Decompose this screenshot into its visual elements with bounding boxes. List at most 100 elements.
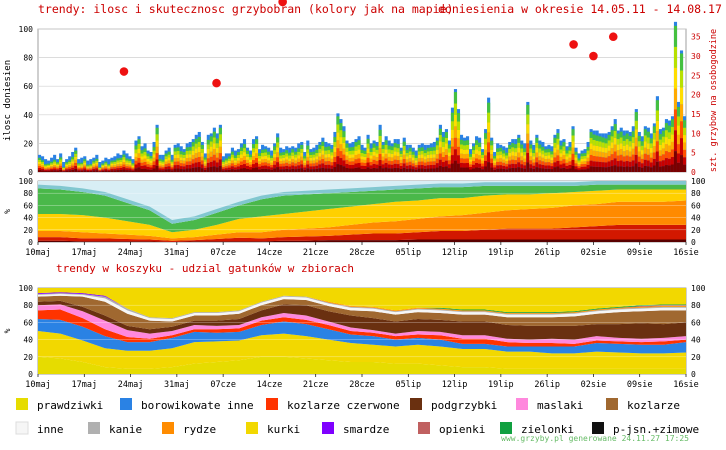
- bar-shade: [312, 169, 316, 173]
- bar-shade: [110, 162, 114, 164]
- bar-shade: [628, 135, 632, 142]
- bar-shade: [465, 144, 470, 150]
- bar-shade: [655, 141, 659, 152]
- species-layer: [38, 288, 686, 319]
- bar-shade: [318, 152, 322, 157]
- bar-shade: [209, 141, 213, 147]
- bar-shade: [643, 141, 647, 148]
- bar-shade: [640, 158, 644, 164]
- bar-shade: [366, 162, 370, 168]
- bar-shade: [303, 155, 307, 159]
- bar-shade: [152, 164, 156, 169]
- bar-shade: [571, 135, 575, 142]
- bar-shade: [381, 164, 385, 169]
- bar-shade: [559, 153, 563, 157]
- bar-shade: [574, 157, 578, 161]
- bar-shade: [468, 169, 473, 173]
- bar-shade: [637, 151, 641, 157]
- bar-shade: [233, 162, 238, 165]
- bar-shade: [155, 165, 159, 173]
- bar-shade: [589, 149, 593, 155]
- bar-shade: [71, 156, 75, 160]
- y2-tick-label: 30: [691, 52, 701, 61]
- bar-shade: [125, 168, 129, 171]
- bar-shade: [167, 157, 171, 161]
- legend-label: kanie: [109, 423, 142, 436]
- y-tick-label: 40: [23, 111, 33, 120]
- bar-shade: [77, 164, 81, 166]
- bar-shade: [270, 162, 274, 165]
- bar-shade: [351, 154, 355, 158]
- bar-shade: [502, 150, 506, 154]
- bar-shade: [333, 156, 337, 163]
- bar-shade: [496, 165, 500, 169]
- bar-shade: [381, 144, 385, 149]
- bar-shade: [676, 134, 681, 145]
- bar-shade: [465, 153, 470, 159]
- bar-shade: [128, 159, 132, 162]
- bar-shade: [71, 169, 75, 173]
- bar-shade: [490, 158, 494, 164]
- bar-shade: [607, 140, 611, 146]
- bar-shade: [366, 138, 370, 144]
- bar-shade: [604, 147, 608, 153]
- bar-shade: [438, 165, 442, 173]
- bar-shade: [155, 140, 159, 147]
- bar-shade: [143, 158, 147, 162]
- bar-shade: [330, 155, 334, 159]
- bar-shade: [535, 142, 539, 148]
- bar-shade: [107, 164, 111, 166]
- bar-shade: [164, 156, 168, 159]
- bar-shade: [435, 154, 439, 159]
- bar-shade: [514, 168, 518, 173]
- bar-shade: [95, 166, 99, 169]
- bar-shade: [429, 157, 433, 162]
- bar-shade: [402, 150, 406, 155]
- bar-shade: [544, 149, 548, 153]
- y-tick-label: 80: [23, 189, 33, 198]
- bar-shade: [453, 137, 458, 150]
- grade-layer: [38, 189, 686, 239]
- bar-shade: [405, 152, 409, 157]
- bar-shade: [556, 155, 560, 161]
- bar-shade: [369, 151, 373, 156]
- grade-layer: [38, 200, 686, 241]
- bar-shade: [472, 153, 476, 158]
- bar-shade: [215, 143, 219, 149]
- bar-shade: [405, 162, 409, 166]
- bar-shade: [300, 152, 304, 157]
- bar-shade: [390, 161, 394, 165]
- bar-shade: [453, 126, 458, 138]
- bar-shade: [432, 168, 436, 173]
- bar-shade: [95, 158, 99, 161]
- bar-shade: [475, 153, 479, 159]
- bar-shade: [571, 141, 575, 148]
- bar-shade: [553, 162, 557, 168]
- bar-shade: [390, 157, 394, 162]
- bar-shade: [664, 144, 669, 152]
- bar-shade: [541, 157, 545, 162]
- bar-shade: [149, 162, 153, 166]
- bar-shade: [182, 166, 186, 170]
- bar-shade: [423, 149, 427, 154]
- bar-shade: [484, 133, 488, 139]
- bar-shade: [68, 166, 72, 169]
- bar-shade: [562, 163, 566, 168]
- bar-shade: [598, 161, 602, 167]
- bar-shade: [661, 160, 666, 167]
- bar-shade: [179, 151, 183, 155]
- bar-shade: [646, 166, 650, 173]
- bar-shade: [444, 149, 448, 155]
- x-tick-label: 10maj: [25, 380, 51, 390]
- bar-shade: [625, 161, 629, 167]
- bar-shade: [673, 88, 678, 110]
- bar-shade: [92, 163, 96, 166]
- bar-shade: [375, 168, 379, 173]
- bar-shade: [634, 120, 638, 130]
- bar-shade: [478, 163, 482, 168]
- bar-shade: [321, 154, 325, 160]
- bar-shade: [508, 168, 512, 173]
- bar-shade: [580, 153, 584, 157]
- bar-shade: [218, 140, 222, 147]
- bar-shade: [664, 165, 669, 173]
